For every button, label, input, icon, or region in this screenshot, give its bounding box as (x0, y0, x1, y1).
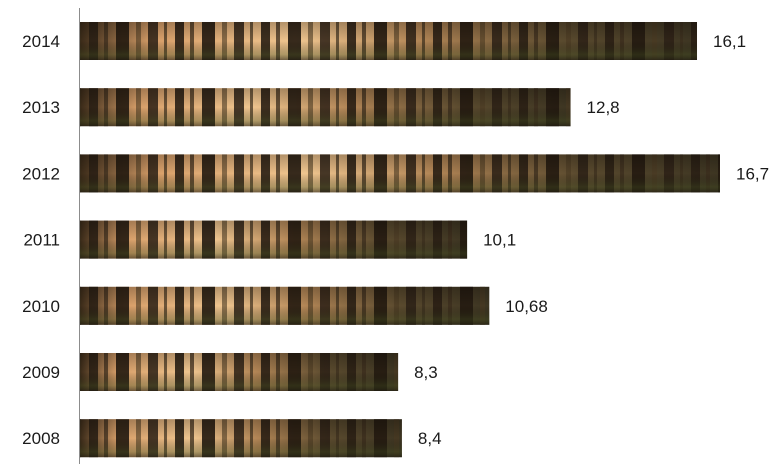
bar-2012 (80, 154, 720, 193)
bar-shade (80, 88, 571, 127)
y-tick-label: 2012 (22, 164, 60, 183)
label-group: 2014 16,1 2013 12,8 2012 16,7 2011 10,1 2010 10,6… (22, 32, 769, 448)
bar-shade (80, 154, 720, 193)
bar-shade (80, 286, 490, 325)
bar-shade (80, 353, 399, 391)
y-tick-label: 2014 (22, 32, 60, 51)
bar-shade (80, 22, 698, 60)
y-tick-label: 2010 (22, 297, 60, 316)
y-tick-label: 2009 (22, 363, 60, 382)
y-tick-label: 2008 (22, 429, 60, 448)
data-label: 10,68 (505, 297, 548, 316)
data-label: 16,7 (736, 164, 769, 183)
bar-shade (80, 220, 468, 259)
y-tick-label: 2011 (23, 231, 60, 250)
bar-shade (80, 419, 402, 458)
data-label: 8,4 (418, 429, 442, 448)
bar-2008 (80, 419, 402, 458)
bar-2011 (80, 220, 468, 259)
data-label: 12,8 (587, 98, 620, 117)
data-label: 16,1 (713, 32, 746, 51)
bar-2014 (80, 22, 698, 60)
y-tick-label: 2013 (22, 98, 60, 117)
bar-group (80, 22, 720, 458)
bar-2010 (80, 286, 490, 325)
data-label: 8,3 (414, 363, 438, 382)
bar-2013 (80, 88, 571, 127)
data-label: 10,1 (483, 231, 516, 250)
bar-2009 (80, 353, 399, 391)
